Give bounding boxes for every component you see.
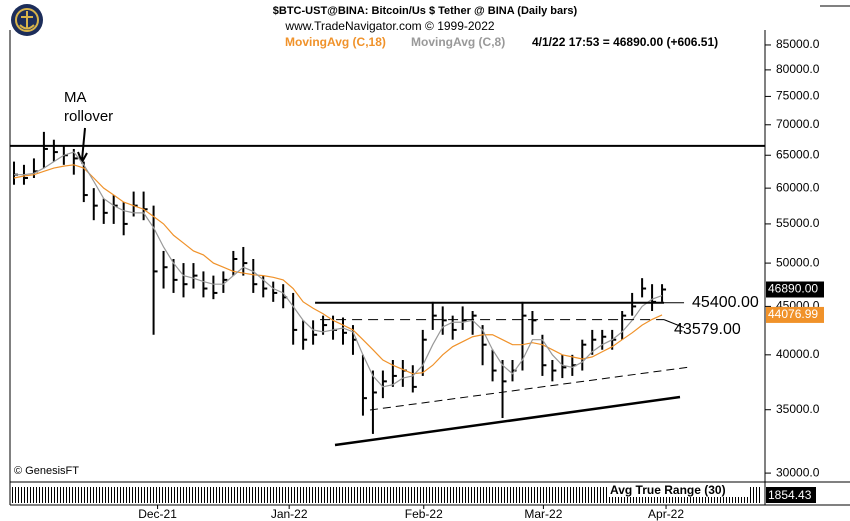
y-tick-label: 75000.0 (776, 89, 820, 103)
x-tick-label: Mar-22 (524, 507, 562, 521)
trend-line (334, 395, 681, 447)
level-connector (663, 319, 685, 329)
legend-entry: MovingAvg (C,8) (411, 35, 505, 49)
y-tick-label: 60000.0 (776, 180, 820, 194)
x-tick-label: Apr-22 (648, 507, 684, 521)
title: $BTC-UST@BINA: Bitcoin/Us $ Tether @ BIN… (273, 5, 578, 17)
ma-box-label: 44076.99 (768, 307, 818, 321)
y-tick-label: 65000.0 (776, 147, 820, 161)
x-tick-label: Feb-22 (405, 507, 443, 521)
annotation: rollover (64, 108, 113, 125)
y-tick-label: 70000.0 (776, 117, 820, 131)
price-box-label: 46890.00 (768, 282, 818, 296)
atr-bars (12, 487, 762, 503)
trend-line (369, 366, 691, 411)
price-box (766, 281, 824, 298)
ma-line (13, 164, 663, 375)
logo (11, 4, 43, 36)
annotation: MA (64, 89, 87, 106)
level-label: 43579.00 (674, 321, 741, 338)
x-tick-label: Jan-22 (271, 507, 308, 521)
atr-value: 1854.43 (768, 488, 812, 502)
ma-line (14, 151, 663, 388)
y-tick-label: 55000.0 (776, 216, 820, 230)
atr-box (766, 487, 816, 503)
atr-label-bg (608, 483, 748, 497)
ma-box (766, 306, 824, 323)
atr-title: Avg True Range (30) (610, 483, 726, 497)
level-label: 45400.00 (692, 294, 759, 311)
y-tick-label: 80000.0 (776, 62, 820, 76)
y-tick-label: 30000.0 (776, 465, 820, 479)
subtitle: www.TradeNavigator.com © 1999-2022 (284, 19, 494, 33)
x-tick-label: Dec-21 (138, 507, 177, 521)
y-tick-label: 35000.0 (776, 402, 820, 416)
y-tick-label: 85000.0 (776, 37, 820, 51)
legend-entry: MovingAvg (C,18) (285, 35, 386, 49)
y-tick-label: 50000.0 (776, 255, 820, 269)
copyright: © GenesisFT (14, 465, 79, 477)
y-tick-label: 40000.0 (776, 347, 820, 361)
status: 4/1/22 17:53 = 46890.00 (+606.51) (532, 35, 718, 49)
